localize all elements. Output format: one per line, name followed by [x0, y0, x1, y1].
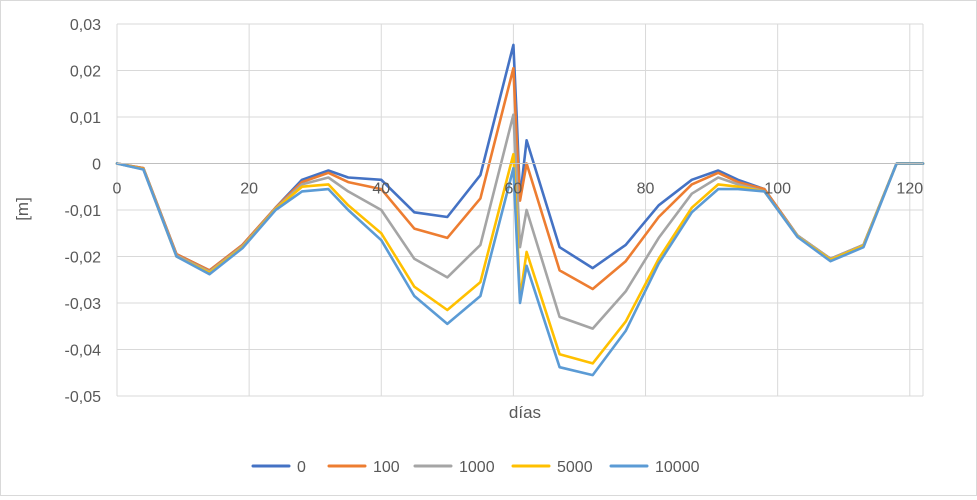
x-tick-label: 100 — [764, 181, 791, 198]
legend: 0 100 1000 5000 10000 — [251, 459, 700, 476]
y-tick-label: -0,04 — [65, 343, 102, 360]
legend-label: 100 — [373, 459, 400, 476]
x-tick-label: 60 — [504, 181, 522, 198]
legend-label: 1000 — [459, 459, 495, 476]
y-axis-tick-labels: 0,03 0,02 0,01 0 -0,01 -0,02 -0,03 -0,04 -0,05 — [65, 17, 102, 406]
x-axis-title: días — [509, 403, 541, 422]
y-tick-label: 0,02 — [70, 64, 101, 81]
legend-item-1000: 1000 — [413, 459, 495, 476]
x-tick-label: 40 — [372, 181, 390, 198]
y-tick-label: 0,01 — [70, 110, 101, 127]
y-tick-label: 0,03 — [70, 17, 101, 34]
x-tick-label: 0 — [113, 181, 122, 198]
legend-label: 0 — [297, 459, 306, 476]
legend-item-5000: 5000 — [511, 459, 593, 476]
x-tick-label: 20 — [240, 181, 258, 198]
y-axis-title: [m] — [13, 197, 32, 221]
legend-item-100: 100 — [327, 459, 400, 476]
legend-label: 5000 — [557, 459, 593, 476]
y-tick-label: -0,01 — [65, 203, 102, 220]
legend-item-10000: 10000 — [609, 459, 700, 476]
y-tick-label: -0,03 — [65, 296, 102, 313]
series-line-100 — [115, 66, 925, 291]
y-tick-label: 0 — [92, 157, 101, 174]
legend-item-0: 0 — [251, 459, 306, 476]
x-axis-tick-labels: 0 20 40 60 80 100 120 — [113, 181, 924, 198]
series-lines — [115, 43, 925, 377]
x-tick-label: 80 — [637, 181, 655, 198]
y-tick-label: -0,02 — [65, 250, 102, 267]
gridlines — [116, 23, 924, 397]
legend-label: 10000 — [655, 459, 700, 476]
x-tick-label: 120 — [896, 181, 923, 198]
y-tick-label: -0,05 — [65, 389, 102, 406]
series-line-10000 — [115, 162, 925, 377]
